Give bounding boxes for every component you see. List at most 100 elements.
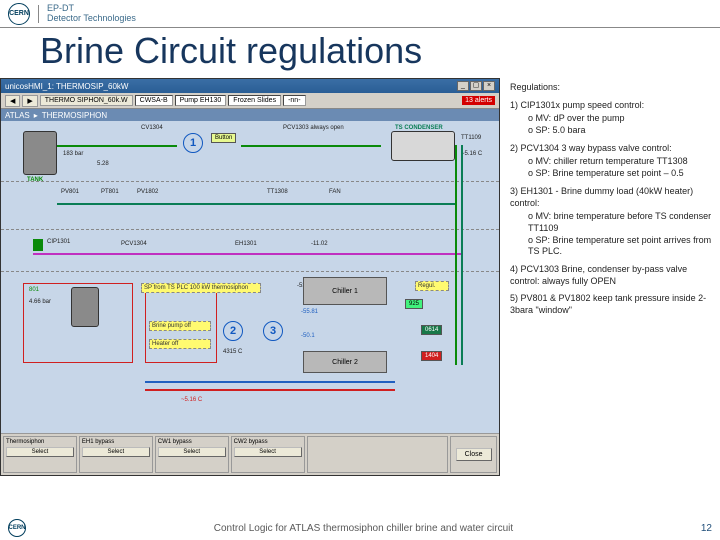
reg-item-4: 4) PCV1303 Brine, condenser by-pass valv…: [510, 264, 714, 287]
toolbar-field2[interactable]: Pump EH130: [175, 95, 227, 106]
tt1109: TT1109: [461, 135, 481, 141]
pcv1303-label: PCV1303 always open: [283, 125, 344, 131]
circle-1: 1: [183, 133, 203, 153]
pcv1304-lbl: PCV1304: [121, 241, 147, 247]
reg-item-3: 3) EH1301 - Brine dummy load (40kW heate…: [510, 186, 714, 258]
pipe: [241, 145, 381, 147]
ts-condenser-label: TS CONDENSER: [395, 125, 443, 131]
scada-title-text: unicosHMI_1: THERMOSIP_60kW: [5, 82, 128, 91]
bc2-btn[interactable]: Select: [82, 447, 150, 457]
reg-bullet: MV: chiller return temperature TT1308: [528, 156, 714, 168]
val-925: 925: [405, 299, 423, 309]
pipe: [461, 145, 463, 365]
yellow-sp: SP from TS PLC 100 kW thermosiphon: [141, 283, 261, 293]
reg-bullet: SP: Brine temperature set point arrives …: [528, 235, 714, 258]
pipe: [57, 145, 177, 147]
reg-item-1: 1) CIP1301x pump speed control: MV: dP o…: [510, 100, 714, 137]
scada-canvas: TANK 183 bar 1 CV1304 Button 5.28 PCV130…: [1, 121, 499, 433]
reg-bullet: MV: dP over the pump: [528, 113, 714, 125]
bottom-temp: ~5.16 C: [181, 397, 202, 403]
pipe: [33, 253, 463, 255]
breadcrumb-node[interactable]: THERMOSIPHON: [42, 111, 107, 120]
reg-title: 1) CIP1301x pump speed control:: [510, 100, 714, 112]
maximize-icon[interactable]: ▢: [470, 81, 482, 91]
page-number: 12: [701, 523, 712, 534]
eh1301-lbl: EH1301: [235, 241, 257, 247]
flow2-val: 4.66 bar: [29, 299, 51, 305]
toolbar-field3[interactable]: Frozen Slides: [228, 95, 281, 106]
reg-title: 5) PV801 & PV1802 keep tank pressure ins…: [510, 293, 714, 316]
circle-2: 2: [223, 321, 243, 341]
tank2[interactable]: [71, 287, 99, 327]
reg-bullet: SP: Brine temperature set point – 0.5: [528, 168, 714, 180]
scada-breadcrumb: ATLAS ▸ THERMOSIPHON: [1, 109, 499, 121]
slide-header: CERN EP-DT Detector Technologies: [0, 0, 720, 28]
reg-bullet: MV: brine temperature before TS condense…: [528, 211, 714, 234]
pipe: [145, 381, 395, 383]
reg-title: 3) EH1301 - Brine dummy load (40kW heate…: [510, 186, 714, 209]
toolbar-field1[interactable]: CWSA-B: [135, 95, 173, 106]
close-button[interactable]: Close: [456, 448, 492, 461]
pt801: PT801: [101, 189, 119, 195]
brine-temp: -55.81: [301, 309, 318, 315]
breadcrumb-root[interactable]: ATLAS: [5, 111, 30, 120]
pipe: [455, 145, 457, 365]
val801: 801: [29, 287, 39, 293]
scada-titlebar: unicosHMI_1: THERMOSIP_60kW _ ▢ ×: [1, 79, 499, 93]
close-icon[interactable]: ×: [483, 81, 495, 91]
ratio-val: -11.02: [311, 241, 328, 247]
val-0614: 0614: [421, 325, 442, 335]
sp-dp: 5.28: [97, 161, 109, 167]
header-dept: EP-DT Detector Technologies: [47, 4, 136, 24]
bottom-cell-4: CW2 bypass Select: [231, 436, 305, 473]
bc3-label: CW1 bypass: [158, 439, 226, 445]
yellow-pump: Brine pump off: [149, 321, 211, 331]
minimize-icon[interactable]: _: [457, 81, 469, 91]
bc4-btn[interactable]: Select: [234, 447, 302, 457]
pipe: [145, 389, 395, 391]
pump-icon[interactable]: [33, 239, 43, 251]
dash-sep: [1, 271, 499, 272]
bc3-btn[interactable]: Select: [158, 447, 226, 457]
bottom-cell-3: CW1 bypass Select: [155, 436, 229, 473]
bottom-cell-1: Thermosiphon Select: [3, 436, 77, 473]
chiller1[interactable]: Chiller 1: [303, 277, 387, 305]
bottom-cell-close: Close: [450, 436, 497, 473]
pipe: [57, 203, 457, 205]
pv1802: PV1802: [137, 189, 158, 195]
pump-label: CV1304: [141, 125, 163, 131]
nav-back-icon[interactable]: ◀: [5, 95, 20, 107]
bc1-btn[interactable]: Select: [6, 447, 74, 457]
chiller2[interactable]: Chiller 2: [303, 351, 387, 373]
reg-title: 4) PCV1303 Brine, condenser by-pass valv…: [510, 264, 714, 287]
dept-line2: Detector Technologies: [47, 14, 136, 24]
tank-label: TANK: [27, 177, 43, 183]
footer-text: Control Logic for ATLAS thermosiphon chi…: [26, 523, 701, 534]
cern-logo-footer: CERN: [8, 519, 26, 537]
ts-condenser[interactable]: [391, 131, 455, 161]
alert-badge[interactable]: 13 alerts: [462, 96, 495, 105]
circle-3: 3: [263, 321, 283, 341]
yellow-regul: Regul.: [415, 281, 449, 291]
btn-val[interactable]: Button: [211, 133, 236, 143]
tt1308: TT1308: [267, 189, 288, 195]
tk-press: ~5.16 C: [461, 151, 482, 157]
pv801: PV801: [61, 189, 79, 195]
content-row: unicosHMI_1: THERMOSIP_60kW _ ▢ × ◀ ▶ TH…: [0, 78, 720, 476]
scada-bottombar: Thermosiphon Select EH1 bypass Select CW…: [1, 433, 499, 475]
nav-fwd-icon[interactable]: ▶: [22, 95, 37, 107]
bc1-label: Thermosiphon: [6, 439, 74, 445]
bc2-label: EH1 bypass: [82, 439, 150, 445]
reg-title: 2) PCV1304 3 way bypass valve control:: [510, 143, 714, 155]
bottom-cell-5: [307, 436, 449, 473]
val-1404: 1404: [421, 351, 442, 361]
reg-item-2: 2) PCV1304 3 way bypass valve control: M…: [510, 143, 714, 180]
toolbar-field4[interactable]: -nn-: [283, 95, 305, 106]
scada-window: unicosHMI_1: THERMOSIP_60kW _ ▢ × ◀ ▶ TH…: [0, 78, 500, 476]
bottom-cell-2: EH1 bypass Select: [79, 436, 153, 473]
dash-sep: [1, 229, 499, 230]
tank[interactable]: [23, 131, 57, 175]
fan: FAN: [329, 189, 341, 195]
toolbar-home[interactable]: THERMO SIPHON_60k.W: [40, 95, 133, 106]
flow1-val: 183 bar: [63, 151, 83, 157]
